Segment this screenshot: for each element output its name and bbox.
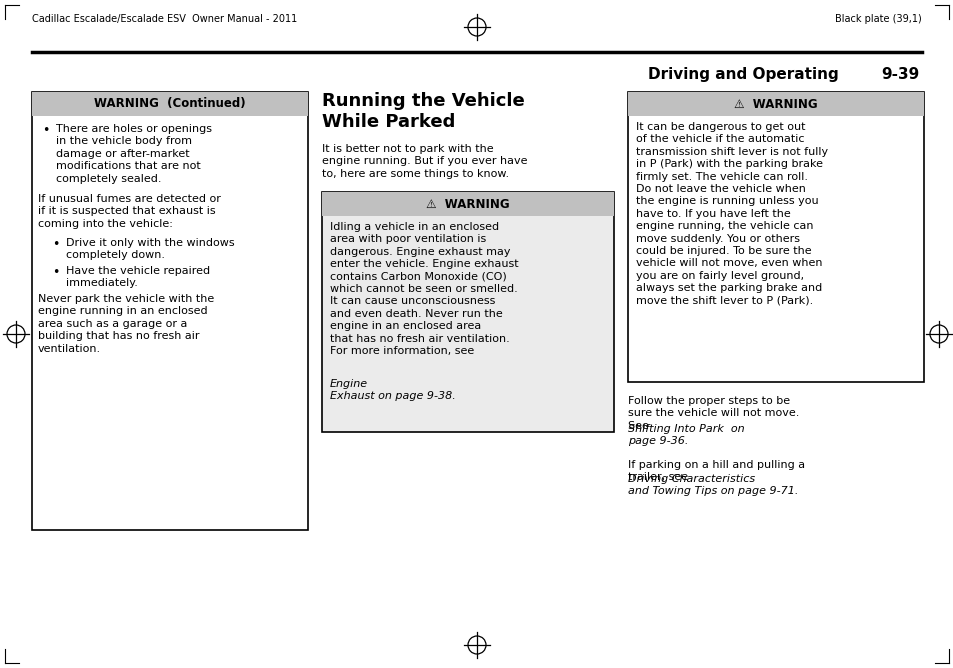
- Bar: [32, 92, 308, 530]
- Text: 9-39: 9-39: [881, 67, 919, 82]
- Text: There are holes or openings
in the vehicle body from
damage or after-market
modi: There are holes or openings in the vehic…: [56, 124, 212, 184]
- Bar: [322, 192, 614, 216]
- Text: If unusual fumes are detected or
if it is suspected that exhaust is
coming into : If unusual fumes are detected or if it i…: [38, 194, 221, 229]
- Text: ⚠  WARNING: ⚠ WARNING: [734, 98, 817, 110]
- Text: Never park the vehicle with the
engine running in an enclosed
area such as a gar: Never park the vehicle with the engine r…: [38, 294, 214, 353]
- Text: Black plate (39,1): Black plate (39,1): [835, 14, 921, 24]
- Text: It can be dangerous to get out
of the vehicle if the automatic
transmission shif: It can be dangerous to get out of the ve…: [636, 122, 827, 305]
- Text: •: •: [52, 266, 59, 279]
- Text: •: •: [42, 124, 50, 137]
- Text: Driving and Operating: Driving and Operating: [647, 67, 838, 82]
- Text: Have the vehicle repaired
immediately.: Have the vehicle repaired immediately.: [66, 266, 210, 289]
- Text: Shifting Into Park  on
page 9-36.: Shifting Into Park on page 9-36.: [627, 424, 744, 446]
- Bar: [322, 192, 614, 432]
- Text: Driving Characteristics
and Towing Tips on page 9-71.: Driving Characteristics and Towing Tips …: [627, 474, 798, 496]
- Text: ⚠  WARNING: ⚠ WARNING: [426, 198, 509, 210]
- Text: Cadillac Escalade/Escalade ESV  Owner Manual - 2011: Cadillac Escalade/Escalade ESV Owner Man…: [32, 14, 297, 24]
- Text: If parking on a hill and pulling a
trailer, see: If parking on a hill and pulling a trail…: [627, 460, 804, 482]
- Bar: [32, 92, 308, 116]
- Text: •: •: [52, 238, 59, 251]
- Bar: [627, 92, 923, 382]
- Text: WARNING  (Continued): WARNING (Continued): [94, 98, 246, 110]
- Text: Idling a vehicle in an enclosed
area with poor ventilation is
dangerous. Engine : Idling a vehicle in an enclosed area wit…: [330, 222, 518, 356]
- Text: Follow the proper steps to be
sure the vehicle will not move.
See: Follow the proper steps to be sure the v…: [627, 396, 799, 431]
- Text: Engine
Exhaust on page 9-38.: Engine Exhaust on page 9-38.: [330, 379, 456, 401]
- Text: It is better not to park with the
engine running. But if you ever have
to, here : It is better not to park with the engine…: [322, 144, 527, 179]
- Text: Drive it only with the windows
completely down.: Drive it only with the windows completel…: [66, 238, 234, 261]
- Bar: [627, 92, 923, 116]
- Text: Running the Vehicle
While Parked: Running the Vehicle While Parked: [322, 92, 524, 131]
